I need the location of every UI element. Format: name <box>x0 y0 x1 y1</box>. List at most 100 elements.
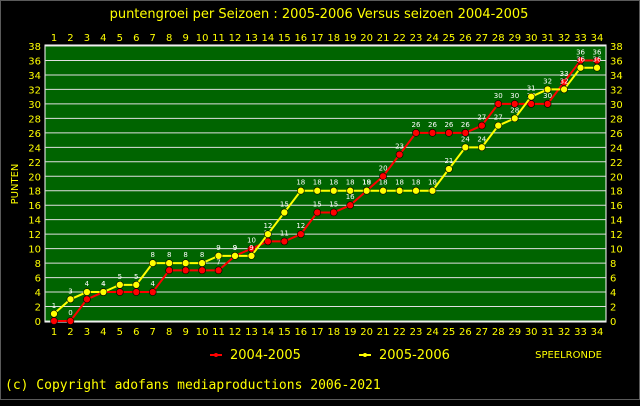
point-2005-2006-7 <box>148 259 157 267</box>
x-tick-bottom-9: 10 <box>196 327 209 338</box>
data-label-2005-2006-15: 15 <box>280 200 289 208</box>
x-tick-top-30: 31 <box>541 33 554 44</box>
x-tick-bottom-8: 9 <box>182 327 188 338</box>
data-label-2004-2005-11: 7 <box>216 258 220 266</box>
x-tick-top-16: 17 <box>311 33 324 44</box>
x-tick-top-15: 16 <box>294 33 307 44</box>
point-2005-2006-12 <box>231 252 239 260</box>
x-tick-top-19: 20 <box>360 33 373 44</box>
data-label-2005-2006-29: 28 <box>510 106 519 114</box>
x-tick-bottom-2: 3 <box>84 327 90 338</box>
x-tick-bottom-14: 15 <box>278 327 291 338</box>
point-2005-2006-26 <box>461 143 470 152</box>
y-tick-right-6: 12 <box>610 230 623 241</box>
y-tick-left-13: 26 <box>28 129 41 140</box>
y-tick-right-12: 24 <box>610 143 623 154</box>
y-tick-left-19: 38 <box>28 42 41 53</box>
data-label-2004-2005-13: 10 <box>247 237 256 245</box>
x-tick-bottom-12: 13 <box>245 327 258 338</box>
point-2005-2006-18 <box>329 186 338 195</box>
point-2005-2006-10 <box>198 259 206 267</box>
data-label-2004-2005-31: 30 <box>543 92 552 100</box>
point-2005-2006-29 <box>510 114 519 123</box>
x-tick-top-5: 6 <box>133 33 139 44</box>
x-tick-top-31: 32 <box>558 33 571 44</box>
point-2005-2006-16 <box>297 186 305 195</box>
point-2005-2006-5 <box>116 281 124 289</box>
y-tick-right-17: 34 <box>610 71 623 82</box>
x-tick-bottom-22: 23 <box>410 327 423 338</box>
y-tick-left-16: 32 <box>28 85 41 96</box>
x-tick-bottom-29: 30 <box>525 327 538 338</box>
x-tick-top-12: 13 <box>245 33 258 44</box>
point-2004-2005-7 <box>148 288 157 296</box>
data-label-2005-2006-33: 36 <box>576 56 585 64</box>
x-tick-top-28: 29 <box>508 33 521 44</box>
data-label-2004-2005-32: 33 <box>560 70 569 78</box>
x-tick-top-0: 1 <box>51 33 57 44</box>
y-tick-right-5: 10 <box>610 245 623 256</box>
series-line-2005-2006 <box>53 66 597 315</box>
x-tick-top-32: 33 <box>574 33 587 44</box>
point-2004-2005-2 <box>66 317 75 325</box>
data-label-2004-2005-24: 26 <box>428 121 437 129</box>
data-label-2005-2006-30: 31 <box>527 85 536 93</box>
y-tick-left-10: 20 <box>28 172 41 183</box>
y-tick-left-8: 16 <box>28 201 41 212</box>
point-2005-2006-19 <box>346 186 354 195</box>
data-label-2005-2006-21: 18 <box>379 179 388 187</box>
x-tick-top-33: 34 <box>591 33 604 44</box>
y-tick-right-16: 32 <box>610 85 623 96</box>
data-label-2004-2005-20: 18 <box>362 179 371 187</box>
point-2005-2006-14 <box>264 230 272 238</box>
data-label-2004-2005-4: 4 <box>101 280 106 288</box>
point-2005-2006-22 <box>395 186 404 195</box>
x-tick-top-21: 22 <box>393 33 406 44</box>
y-tick-left-4: 8 <box>35 259 41 270</box>
legend: 2004-2005 2005-2006 <box>210 348 450 363</box>
legend-marker-2004-2005 <box>214 353 218 357</box>
data-label-2005-2006-9: 8 <box>183 251 187 259</box>
point-2005-2006-34 <box>593 63 601 72</box>
point-2005-2006-13 <box>247 252 256 260</box>
point-2004-2005-25 <box>445 129 453 137</box>
x-tick-top-14: 15 <box>278 33 291 44</box>
x-tick-bottom-4: 5 <box>117 327 123 338</box>
data-label-2005-2006-27: 24 <box>477 135 486 143</box>
point-2004-2005-15 <box>280 237 289 246</box>
x-tick-bottom-7: 8 <box>166 327 172 338</box>
point-2004-2005-28 <box>494 100 503 108</box>
point-2005-2006-1 <box>50 309 58 318</box>
y-tick-left-14: 28 <box>28 114 41 125</box>
y-tick-right-2: 4 <box>610 288 616 299</box>
point-2005-2006-8 <box>165 259 173 267</box>
x-tick-bottom-26: 27 <box>475 327 488 338</box>
point-2004-2005-24 <box>428 129 437 137</box>
x-tick-bottom-16: 17 <box>311 327 324 338</box>
data-label-2005-2006-13: 9 <box>249 244 253 252</box>
data-label-2005-2006-7: 8 <box>150 251 154 259</box>
point-2004-2005-17 <box>313 208 322 217</box>
y-tick-left-7: 14 <box>28 216 41 227</box>
x-tick-top-8: 9 <box>182 33 188 44</box>
x-tick-top-24: 25 <box>443 33 456 44</box>
data-label-2004-2005-34: 36 <box>593 48 602 56</box>
data-label-2004-2005-27: 27 <box>477 114 486 122</box>
legend-label-2004-2005: 2004-2005 <box>230 348 301 363</box>
point-2005-2006-3 <box>83 288 91 296</box>
point-2005-2006-27 <box>478 143 486 152</box>
point-2004-2005-19 <box>346 201 354 210</box>
y-tick-left-11: 22 <box>28 158 41 169</box>
data-label-2005-2006-2: 3 <box>68 287 72 295</box>
chart-title: puntengroei per Seizoen : 2005-2006 Vers… <box>110 7 529 22</box>
y-tick-right-10: 20 <box>610 172 623 183</box>
data-label-2005-2006-3: 4 <box>85 280 90 288</box>
point-2004-2005-1 <box>50 317 58 325</box>
x-tick-top-10: 11 <box>212 33 225 44</box>
point-2005-2006-25 <box>445 165 453 173</box>
point-2004-2005-8 <box>165 266 173 275</box>
series-layer: 0034444777791011111215151618202326262626… <box>50 48 602 325</box>
point-2004-2005-27 <box>478 121 486 130</box>
